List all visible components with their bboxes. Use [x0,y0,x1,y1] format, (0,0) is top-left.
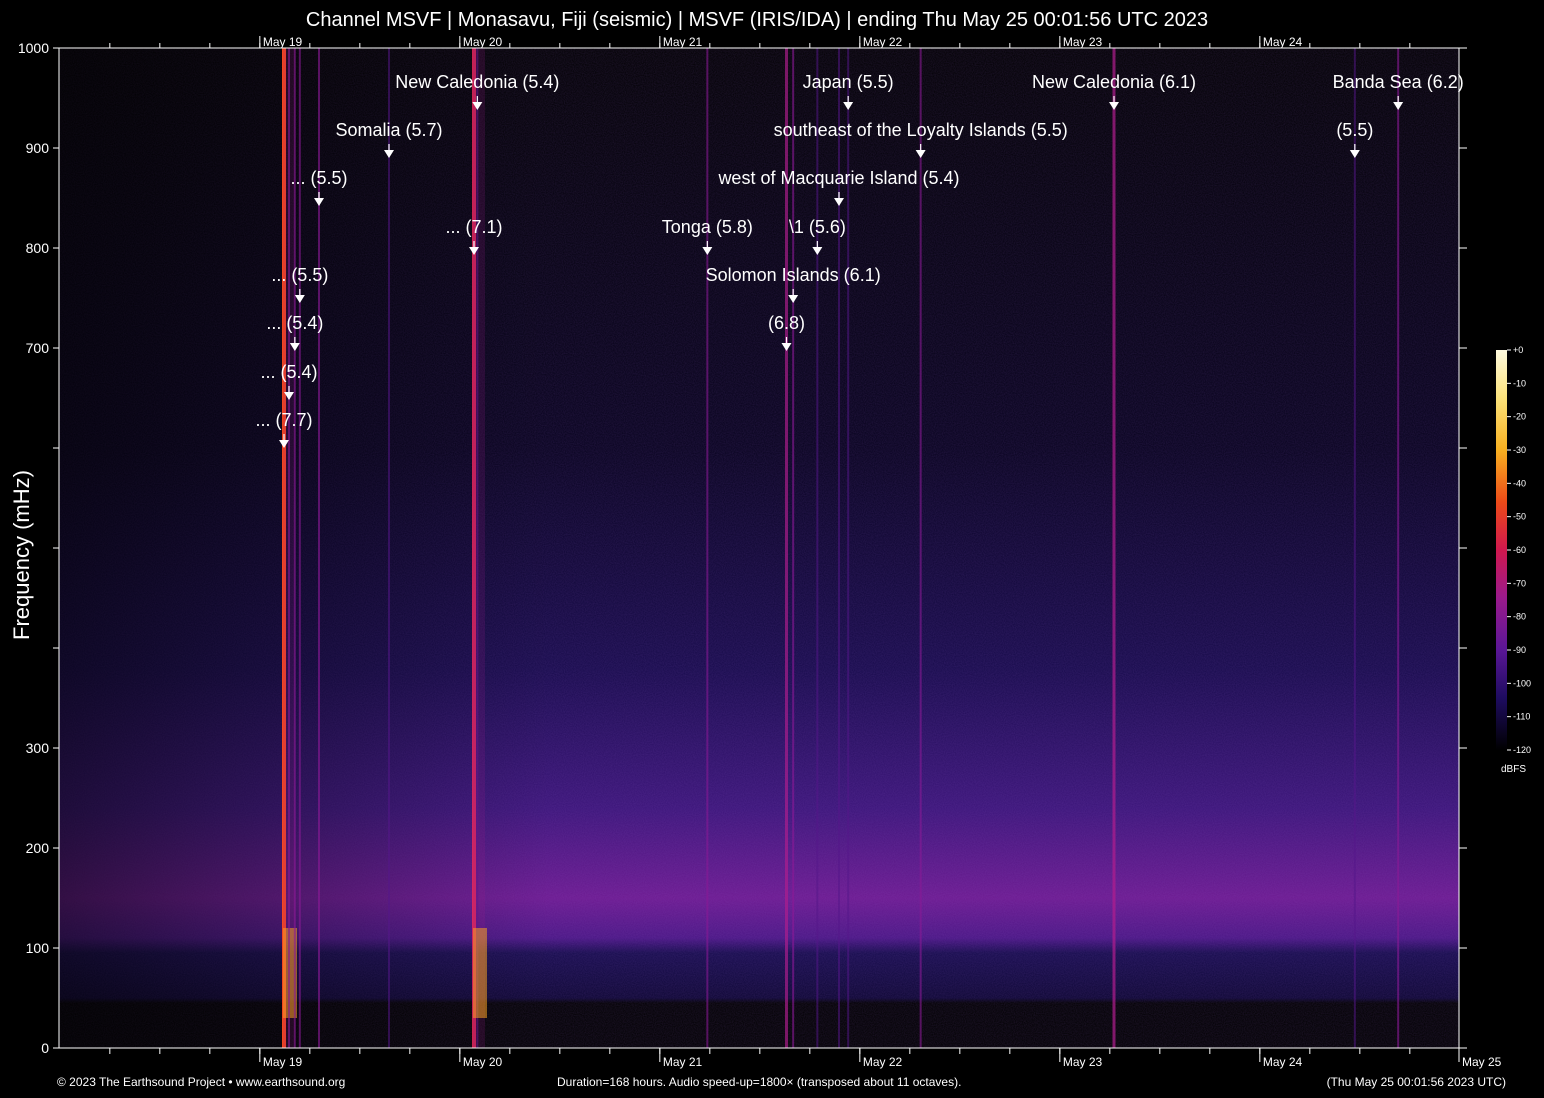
event-label: ... (5.5) [271,265,328,285]
event-label: New Caledonia (5.4) [395,72,559,92]
colorbar-tick-label: -120 [1513,745,1531,755]
event-streak [388,48,390,1048]
event-marker-arrow [788,295,799,303]
x-tick-label: May 21 [663,1055,703,1069]
event-marker-arrow [843,102,854,110]
event-streak [792,48,795,1048]
event-streak [1353,48,1356,1048]
y-tick-label: 900 [26,140,50,156]
event-label: (5.5) [1336,120,1373,140]
event-marker-arrow [1109,102,1119,110]
colorbar-tick-label: -60 [1513,545,1526,555]
event-streak [318,48,320,1048]
event-label: \1 (5.6) [789,217,846,237]
colorbar-tick-label: -30 [1513,445,1526,455]
event-streak [288,48,290,1048]
event-marker-arrow [289,343,300,351]
x-tick-label-top: May 22 [863,35,903,49]
colorbar-tick-label: +0 [1513,345,1523,355]
event-marker-arrow [812,247,823,255]
y-tick-label: 200 [26,840,50,856]
colorbar-tick-label: -40 [1513,478,1526,488]
x-tick-label-top: May 19 [263,35,303,49]
event-label: ... (5.4) [266,313,323,333]
copyright-text: © 2023 The Earthsound Project • www.eart… [57,1075,346,1089]
event-streak [838,48,840,1048]
event-streak [847,48,850,1048]
event-streak [816,48,819,1048]
event-marker-arrow [314,198,324,206]
event-streak [282,48,286,1048]
x-tick-label: May 25 [1462,1055,1502,1069]
chart-title: Channel MSVF | Monasavu, Fiji (seismic) … [305,9,1209,31]
event-streak [298,48,301,1048]
spectrogram-left-fade [59,48,1459,1048]
event-streak [706,48,709,1048]
event-streak-core [473,928,487,1018]
event-marker-arrow [294,295,305,303]
event-label: ... (5.4) [260,362,317,382]
colorbar [1496,350,1507,750]
event-label: west of Macquarie Island (5.4) [717,168,959,188]
event-marker-arrow [781,343,792,351]
event-streak [785,48,788,1048]
event-marker-arrow [702,247,713,255]
event-label: ... (7.7) [255,410,312,430]
event-label: ... (5.5) [290,168,347,188]
event-label: (6.8) [768,313,805,333]
y-tick-label: 100 [26,940,50,956]
event-label: Solomon Islands (6.1) [706,265,881,285]
y-tick-label: 800 [26,240,50,256]
event-marker-arrow [279,440,289,448]
colorbar-tick-label: -80 [1513,612,1526,622]
event-streak [1397,48,1400,1048]
event-streak [1112,48,1116,1048]
duration-text: Duration=168 hours. Audio speed-up=1800×… [557,1075,962,1089]
x-tick-label: May 22 [863,1055,903,1069]
x-tick-label-top: May 20 [463,35,503,49]
x-tick-label: May 24 [1263,1055,1303,1069]
x-tick-label: May 23 [1063,1055,1103,1069]
event-label: New Caledonia (6.1) [1032,72,1196,92]
x-tick-label: May 19 [263,1055,303,1069]
event-streak [472,48,476,1048]
y-tick-label: 0 [41,1040,49,1056]
x-tick-label-top: May 24 [1263,35,1303,49]
x-tick-label-top: May 21 [663,35,703,49]
event-label: southeast of the Loyalty Islands (5.5) [774,120,1068,140]
event-marker-arrow [1349,150,1360,158]
colorbar-tick-label: -20 [1513,412,1526,422]
event-marker-arrow [472,102,483,110]
event-marker-arrow [284,392,294,400]
event-streak-glow [473,48,485,1048]
colorbar-tick-label: -90 [1513,645,1526,655]
timestamp-text: (Thu May 25 00:01:56 2023 UTC) [1326,1075,1506,1089]
event-marker-arrow [384,150,394,158]
colorbar-tick-label: -70 [1513,578,1526,588]
colorbar-tick-label: -50 [1513,512,1526,522]
event-marker-arrow [915,150,926,158]
event-marker-arrow [834,198,844,206]
event-streak [293,48,296,1048]
event-label: Somalia (5.7) [335,120,442,140]
event-streak [476,48,479,1048]
colorbar-tick-label: -100 [1513,678,1531,688]
event-label: ... (7.1) [445,217,502,237]
colorbar-tick-label: -110 [1513,712,1530,722]
event-streak [919,48,922,1048]
x-tick-label: May 20 [463,1055,503,1069]
event-marker-arrow [469,247,479,255]
y-tick-label: 700 [26,340,50,356]
event-label: Banda Sea (6.2) [1333,72,1464,92]
colorbar-tick-label: -10 [1513,378,1526,388]
y-tick-label: 1000 [18,40,49,56]
event-label: Tonga (5.8) [662,217,753,237]
y-tick-label: 300 [26,740,50,756]
x-tick-label-top: May 23 [1063,35,1103,49]
event-label: Japan (5.5) [803,72,894,92]
event-marker-arrow [1393,102,1404,110]
colorbar-label: dBFS [1501,764,1526,775]
